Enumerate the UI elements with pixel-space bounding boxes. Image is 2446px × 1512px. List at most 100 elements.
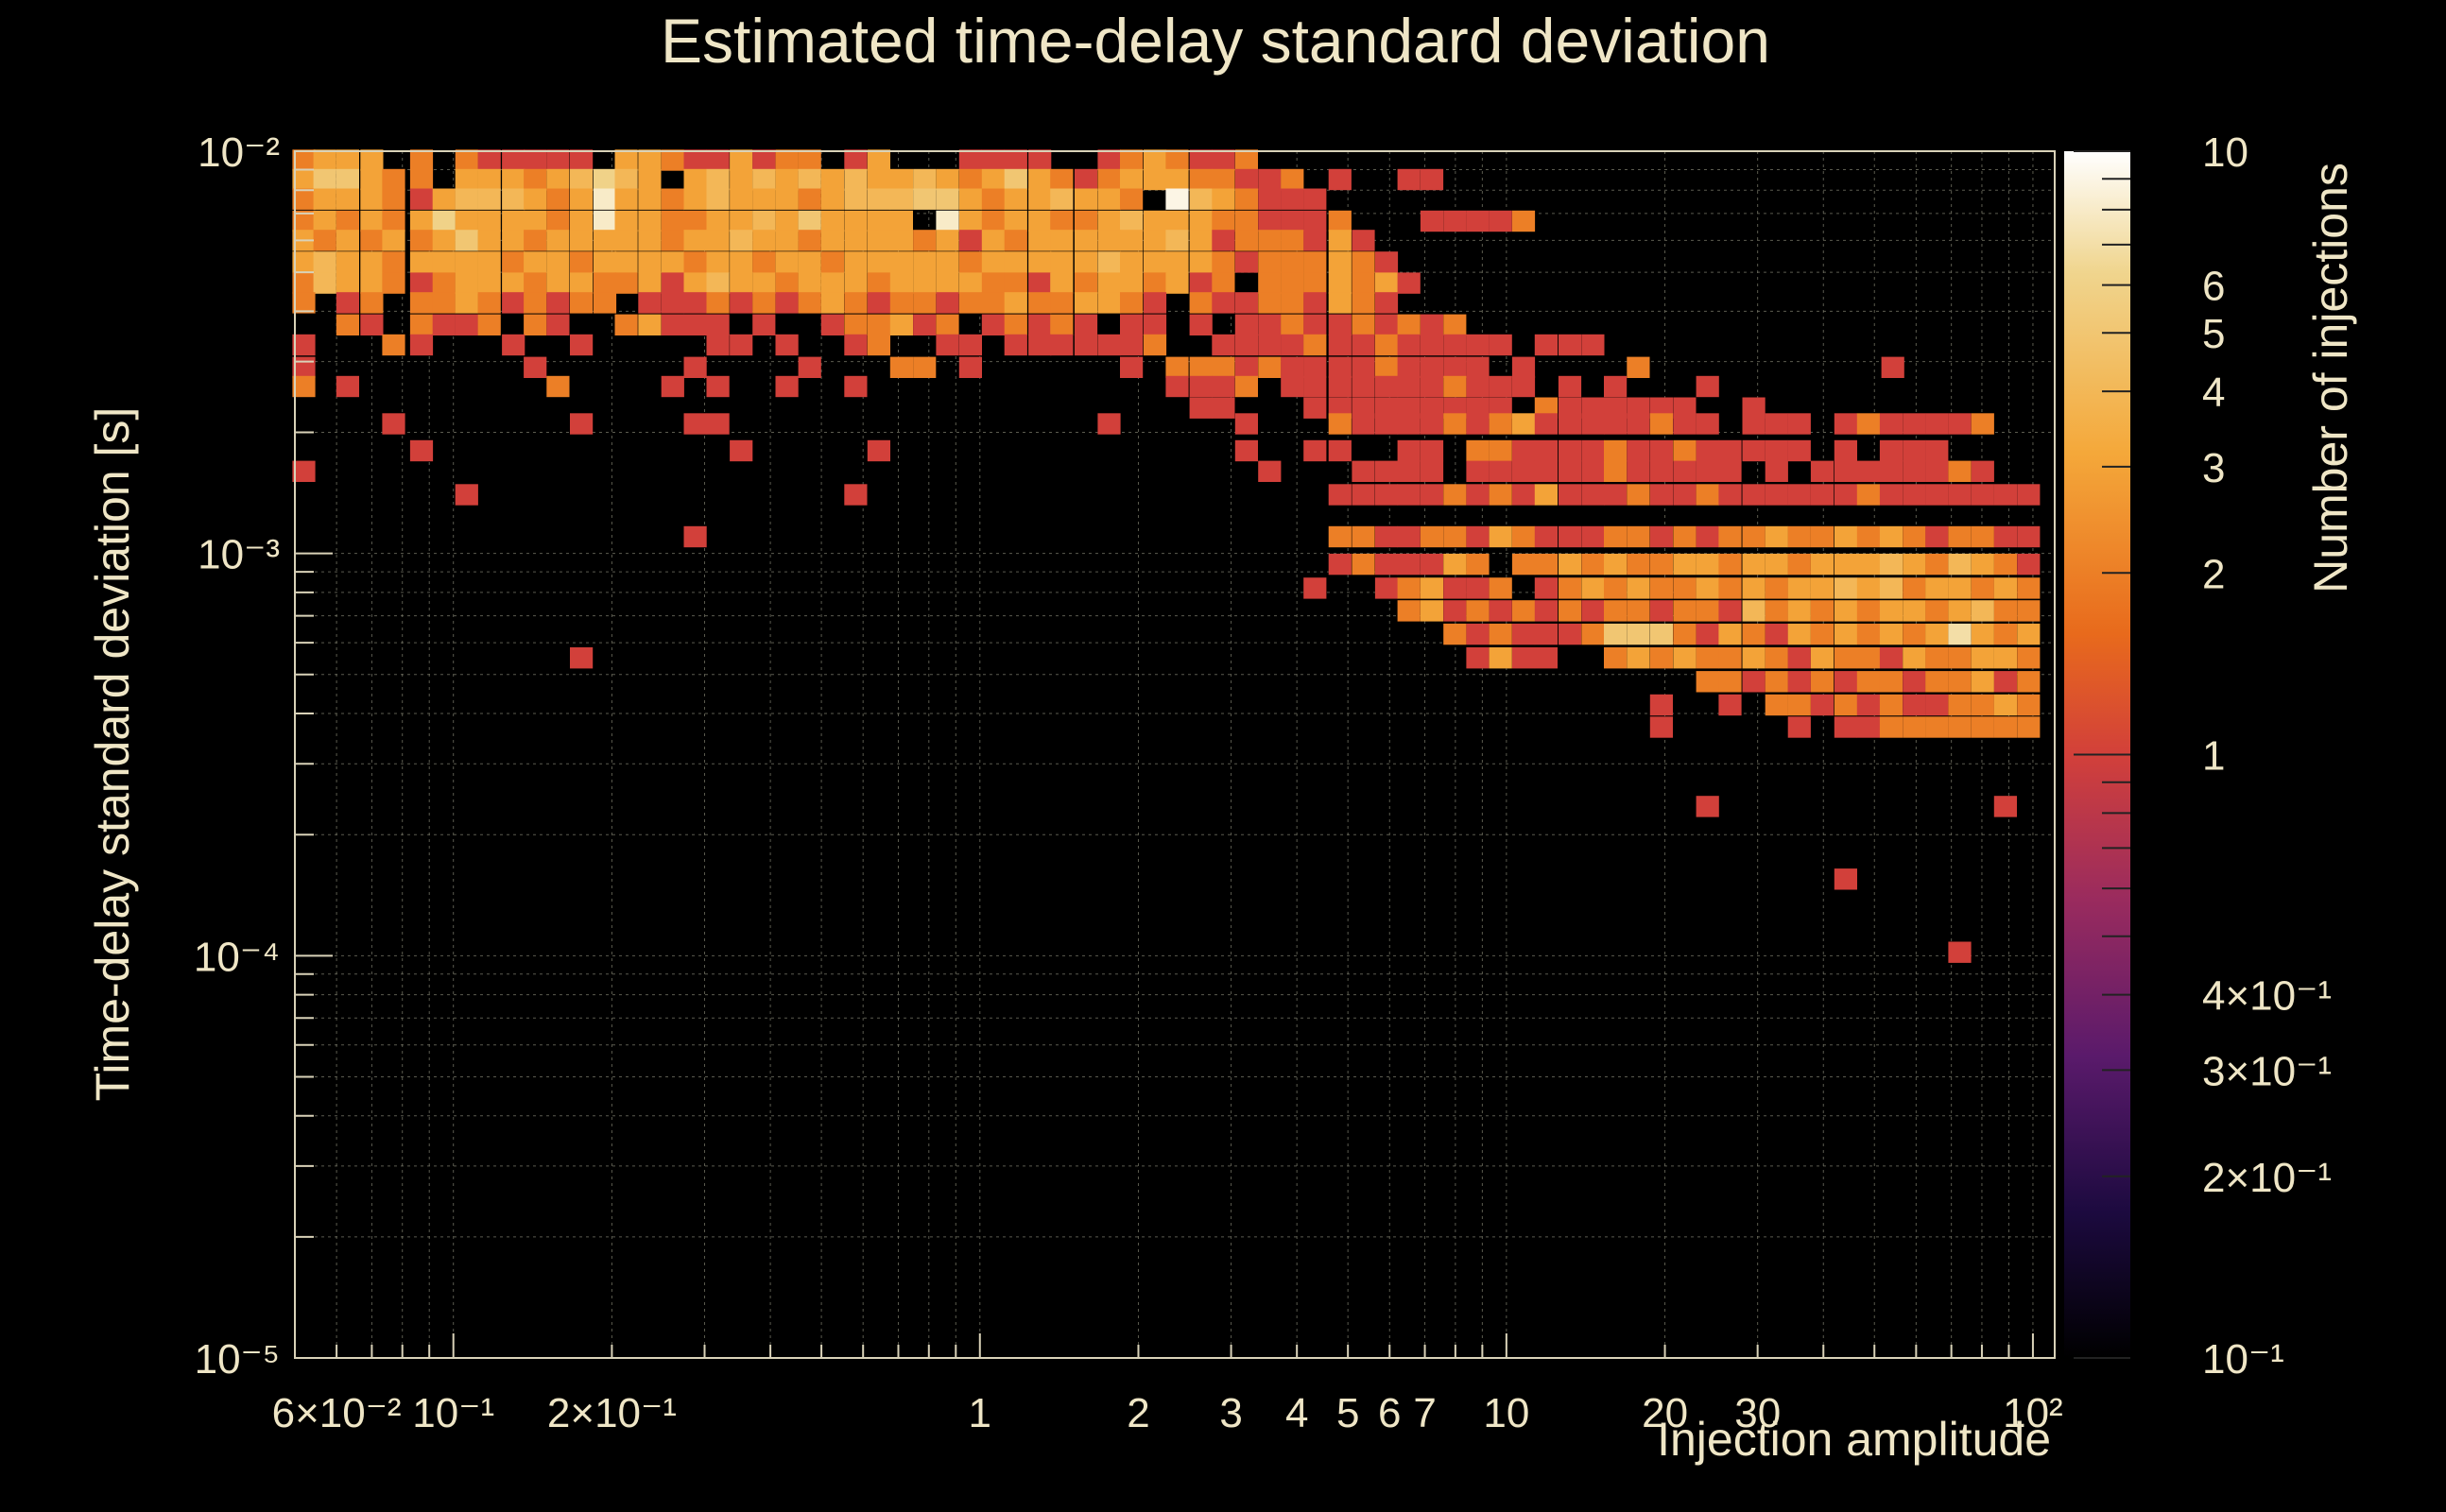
heatmap-cell [409, 149, 434, 171]
heatmap-cell [1189, 375, 1213, 398]
heatmap-cell [1787, 484, 1811, 506]
heatmap-cell [981, 149, 1005, 171]
heatmap-cell [1948, 941, 1972, 963]
heatmap-cell [936, 334, 959, 356]
heatmap-cell [1074, 168, 1098, 191]
heatmap-cell [1696, 671, 1719, 693]
heatmap-cell [1328, 553, 1352, 576]
heatmap-cell [1649, 413, 1673, 435]
heatmap-cell [360, 188, 384, 210]
heatmap-cell [1328, 210, 1352, 232]
heatmap-cell [409, 272, 434, 294]
heatmap-cell [1443, 413, 1467, 435]
heatmap-cell [570, 188, 594, 210]
heatmap-cell [502, 230, 525, 251]
heatmap-cell [1352, 460, 1375, 482]
heatmap-cell [1787, 525, 1811, 548]
grid-lines [294, 151, 2055, 1359]
heatmap-cell [798, 356, 821, 378]
heatmap-cell [1466, 460, 1490, 482]
heatmap-cell [477, 230, 501, 251]
heatmap-cell [1856, 671, 1880, 693]
heatmap-cell [1352, 484, 1375, 506]
heatmap-cell [1649, 577, 1673, 599]
heatmap-cell [1787, 600, 1811, 622]
heatmap-cell [1511, 525, 1536, 548]
heatmap-cell [752, 314, 776, 335]
heatmap-cell [1581, 413, 1605, 435]
heatmap-cell [683, 230, 707, 251]
heatmap-cell [1534, 484, 1558, 506]
heatmap-cell [683, 272, 707, 294]
heatmap-cell [1718, 647, 1742, 669]
heatmap-cell [455, 314, 478, 335]
heatmap-cell [1120, 168, 1144, 191]
heatmap-cell [1511, 647, 1536, 669]
heatmap-cell [1352, 314, 1375, 335]
heatmap-cell [1673, 647, 1697, 669]
heatmap-cell [1879, 694, 1903, 716]
heatmap-cell [1165, 251, 1189, 273]
heatmap-cell [936, 314, 959, 335]
heatmap-cell [1004, 230, 1027, 251]
heatmap-cell [1466, 484, 1490, 506]
heatmap-cell [336, 168, 359, 191]
heatmap-cell [1787, 413, 1811, 435]
heatmap-cell [730, 292, 753, 314]
heatmap-cell [958, 149, 982, 171]
heatmap-cell [638, 230, 662, 251]
x-tick-label: 7 [1413, 1390, 1436, 1436]
heatmap-cell [1397, 168, 1421, 191]
heatmap-cell [661, 149, 684, 171]
heatmap-cell [1879, 577, 1903, 599]
heatmap-cell [1120, 188, 1144, 210]
heatmap-cell [1834, 577, 1857, 599]
heatmap-cell [1971, 600, 1994, 622]
heatmap-cell [382, 413, 405, 435]
heatmap-cell [1834, 600, 1857, 622]
heatmap-cell [775, 251, 799, 273]
heatmap-cell [775, 230, 799, 251]
heatmap-cell [1879, 553, 1903, 576]
heatmap-cell [570, 230, 594, 251]
heatmap-cell [867, 334, 890, 356]
heatmap-cell [1281, 356, 1304, 378]
heatmap-cell [844, 375, 868, 398]
heatmap-cell [1581, 460, 1605, 482]
heatmap-cell [2017, 694, 2041, 716]
heatmap-cell [382, 272, 405, 294]
heatmap-cell [844, 334, 868, 356]
heatmap-cell [1004, 188, 1027, 210]
heatmap-cell [1303, 334, 1327, 356]
heatmap-cell [1627, 460, 1650, 482]
heatmap-cell [1050, 188, 1074, 210]
heatmap-cell [409, 210, 434, 232]
x-axis: 6×10⁻² 10⁻¹ 2×10⁻¹ 1 2 3 4 5 6 7 10 20 30 10² [272, 1333, 2063, 1436]
heatmap-cell [1673, 525, 1697, 548]
heatmap-cell [1328, 439, 1352, 462]
heatmap-cell [1718, 460, 1742, 482]
heatmap-cell [502, 292, 525, 314]
heatmap-cell [1971, 647, 1994, 669]
heatmap-cell [1971, 716, 1994, 738]
heatmap-cell [1234, 356, 1258, 378]
heatmap-cell [1281, 251, 1304, 273]
heatmap-cell [432, 292, 456, 314]
heatmap-cell [1834, 868, 1857, 890]
heatmap-cell [1143, 168, 1167, 191]
heatmap-cell [1258, 272, 1282, 294]
heatmap-cell [1627, 439, 1650, 462]
heatmap-cell [1627, 356, 1650, 378]
heatmap-cell [292, 168, 316, 191]
heatmap-cell [1718, 484, 1742, 506]
x-tick-label: 20 [1642, 1390, 1688, 1436]
heatmap-cell [360, 272, 384, 294]
heatmap-cell [1971, 577, 1994, 599]
heatmap-cell [1328, 375, 1352, 398]
heatmap-cell [1879, 439, 1903, 462]
heatmap-cell [1443, 334, 1467, 356]
heatmap-cell [570, 149, 594, 171]
heatmap-cell [1673, 577, 1697, 599]
heatmap-cell [1443, 210, 1467, 232]
heatmap-cell [382, 210, 405, 232]
